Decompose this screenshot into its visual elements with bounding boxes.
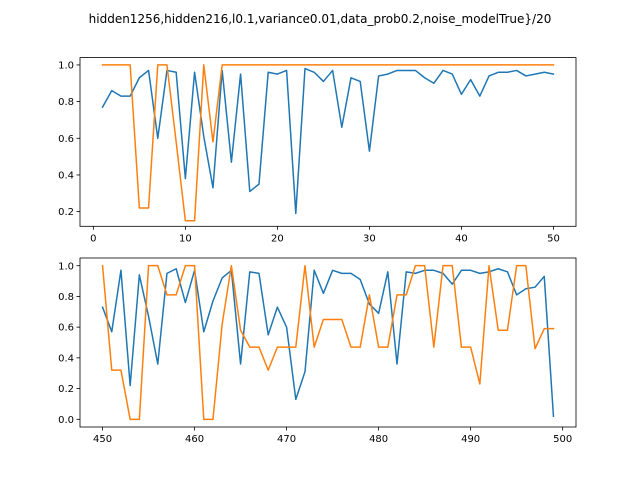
series-line-1 [101, 67, 555, 215]
y-tick-label: 0.6 [58, 134, 74, 145]
series-line-2 [101, 64, 555, 222]
series-line-1 [101, 268, 555, 418]
x-tick-label: 30 [363, 233, 376, 244]
y-tick-label: 1.0 [58, 261, 74, 272]
x-tick-label: 40 [455, 233, 468, 244]
y-tick-label: 0.0 [58, 415, 74, 426]
x-tick-label: 460 [185, 434, 204, 445]
chart-top: 0 10 20 30 40 50 0.2 0.4 0.6 0.8 1.0 [58, 57, 577, 244]
x-tick-label: 0 [90, 233, 96, 244]
x-tick-label: 450 [93, 434, 112, 445]
y-tick-label: 0.4 [58, 171, 74, 182]
y-tick-label: 0.8 [58, 97, 74, 108]
axes-frame [79, 257, 577, 428]
x-tick-label: 10 [179, 233, 192, 244]
axes-frame [79, 57, 577, 227]
x-tick-label: 490 [461, 434, 480, 445]
x-tick-label: 20 [271, 233, 284, 244]
chart-bottom: 450 460 470 480 490 500 0.0 0.2 0.4 0.6 0.8 1.0 [58, 257, 577, 445]
series-line-2 [101, 264, 555, 421]
x-tick-label: 470 [277, 434, 296, 445]
x-tick-label: 480 [369, 434, 388, 445]
y-tick-label: 0.4 [58, 353, 74, 364]
x-tick-label: 50 [547, 233, 560, 244]
y-tick-label: 0.6 [58, 323, 74, 334]
figure-title: hidden1256,hidden216,l0.1,variance0.01,d… [89, 12, 552, 26]
y-tick-label: 0.2 [58, 384, 74, 395]
y-tick-label: 1.0 [58, 61, 74, 72]
y-tick-label: 0.2 [58, 207, 74, 218]
y-tick-label: 0.8 [58, 292, 74, 303]
x-tick-label: 500 [553, 434, 572, 445]
